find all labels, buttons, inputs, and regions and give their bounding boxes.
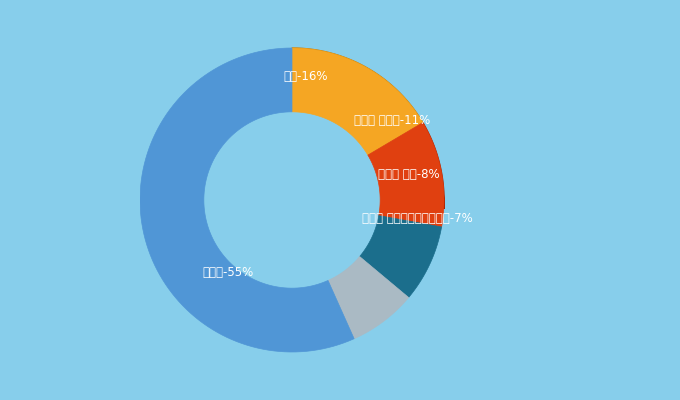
Text: 小松-16%: 小松-16% [284,70,328,82]
Polygon shape [292,48,423,155]
Text: 小松市 プレミアムチケット-7%: 小松市 プレミアムチケット-7% [362,212,473,224]
Text: 小松市-55%: 小松市-55% [203,266,254,278]
Polygon shape [140,48,354,352]
Polygon shape [368,122,444,227]
Polygon shape [360,216,441,298]
Polygon shape [423,122,444,209]
Text: 小松市 人口-8%: 小松市 人口-8% [378,168,440,180]
Polygon shape [292,48,423,131]
Polygon shape [328,256,409,339]
Text: 石川県 コロナ-11%: 石川県 コロナ-11% [354,114,430,126]
